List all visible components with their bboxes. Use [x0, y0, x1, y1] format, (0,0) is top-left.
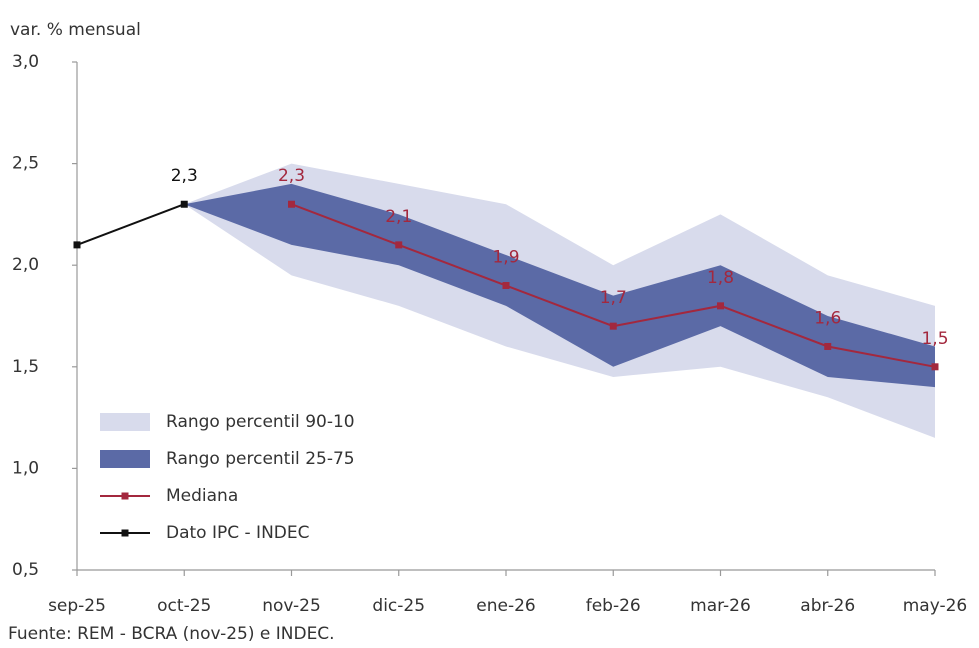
- x-tick-label: sep-25: [48, 596, 106, 616]
- point: [502, 282, 510, 290]
- y-tick-label: 3,0: [12, 52, 39, 72]
- legend-label: Mediana: [166, 486, 238, 506]
- point: [717, 302, 724, 310]
- legend-marker: [121, 529, 129, 537]
- x-tick-label: abr-26: [800, 596, 855, 616]
- point: [180, 200, 188, 208]
- legend-marker: [121, 492, 129, 500]
- data-label: 2,1: [385, 207, 412, 227]
- x-tick-label: mar-26: [690, 596, 751, 616]
- y-tick-label: 0,5: [12, 560, 39, 580]
- x-tick-label: ene-26: [476, 596, 535, 616]
- data-label: 1,5: [921, 329, 948, 349]
- data-label: 1,7: [600, 288, 627, 308]
- x-tick-label: dic-25: [372, 596, 425, 616]
- y-tick-label: 2,0: [12, 255, 39, 275]
- data-label: 1,6: [814, 308, 841, 328]
- x-tick-label: may-26: [903, 596, 968, 616]
- data-label: 1,8: [707, 268, 734, 288]
- legend-swatch: [100, 413, 150, 431]
- point: [395, 241, 403, 249]
- legend-label: Rango percentil 25-75: [166, 449, 355, 469]
- point: [288, 200, 295, 208]
- data-label: 2,3: [171, 166, 198, 186]
- x-tick-label: feb-26: [586, 596, 641, 616]
- legend-label: Rango percentil 90-10: [166, 412, 355, 432]
- point: [73, 241, 81, 249]
- source-note: Fuente: REM - BCRA (nov-25) e INDEC.: [8, 624, 335, 644]
- y-tick-label: 2,5: [12, 154, 39, 174]
- series-line: [76, 203, 185, 246]
- legend-label: Dato IPC - INDEC: [166, 523, 310, 543]
- y-axis-label: var. % mensual: [10, 20, 141, 40]
- x-tick-label: nov-25: [262, 596, 321, 616]
- data-label: 1,9: [492, 248, 519, 268]
- point: [931, 363, 939, 371]
- legend-swatch: [100, 450, 150, 468]
- x-tick-label: oct-25: [157, 596, 211, 616]
- y-tick-label: 1,5: [12, 357, 39, 377]
- point: [824, 342, 832, 350]
- y-tick-label: 1,0: [12, 458, 39, 478]
- point: [609, 322, 617, 330]
- data-label: 2,3: [278, 166, 305, 186]
